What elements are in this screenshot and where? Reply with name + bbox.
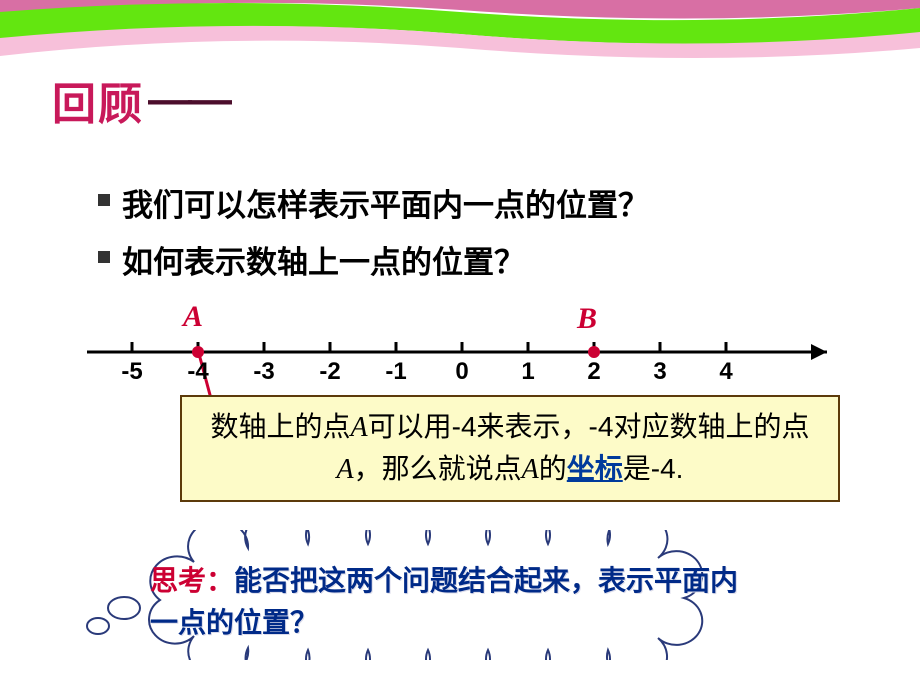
tick-label: -4 [165, 358, 231, 386]
tick-label: -5 [99, 358, 165, 386]
tick-labels-row: -5 -4 -3 -2 -1 0 1 2 3 4 [99, 358, 799, 386]
bullet-text: 如何表示数轴上一点的位置？ [122, 237, 525, 282]
bullet-item: 如何表示数轴上一点的位置？ [98, 237, 649, 282]
bullet-text: 我们可以怎样表示平面内一点的位置？ [122, 180, 649, 225]
bullet-marker-icon [98, 194, 110, 206]
tick-label: 0 [429, 358, 495, 386]
point-label-b: B [577, 302, 597, 336]
slide-title: 回顾 —— [52, 68, 228, 132]
tick-label: 2 [561, 358, 627, 386]
think-body: 能否把这两个问题结合起来，表示平面内一点的位置？ [150, 565, 738, 638]
bullet-item: 我们可以怎样表示平面内一点的位置？ [98, 180, 649, 225]
bullet-marker-icon [98, 251, 110, 263]
desc-text: 是-4. [623, 453, 684, 484]
desc-ital-a: A [351, 412, 368, 443]
tick-label: -1 [363, 358, 429, 386]
desc-text: 的 [539, 453, 567, 484]
title-text: 回顾 [52, 68, 144, 132]
desc-ital-a: A [522, 454, 539, 485]
desc-text: 可以用-4来表示，-4对应数轴上的点 [368, 411, 810, 442]
tick-label: 4 [693, 358, 759, 386]
tick-label: 1 [495, 358, 561, 386]
desc-text: 数轴上的点 [211, 411, 351, 442]
think-text: 思考：能否把这两个问题结合起来，表示平面内一点的位置？ [150, 560, 740, 644]
number-line: A B -5 -4 -3 -2 -1 0 1 2 3 4 [87, 310, 847, 390]
desc-ital-a: A [337, 454, 354, 485]
header-waves [0, 0, 920, 60]
description-box: 数轴上的点A可以用-4来表示，-4对应数轴上的点A，那么就说点A的坐标是-4. [180, 395, 840, 502]
tick-label: -2 [297, 358, 363, 386]
desc-text: ，那么就说点 [354, 453, 522, 484]
tick-label: 3 [627, 358, 693, 386]
bullet-list: 我们可以怎样表示平面内一点的位置？ 如何表示数轴上一点的位置？ [98, 180, 649, 294]
thought-cloud: 思考：能否把这两个问题结合起来，表示平面内一点的位置？ [80, 530, 800, 660]
tick-label: -3 [231, 358, 297, 386]
point-label-a: A [183, 300, 203, 334]
title-dash: —— [148, 75, 228, 125]
coord-word: 坐标 [567, 453, 623, 484]
think-label: 思考： [150, 565, 234, 596]
